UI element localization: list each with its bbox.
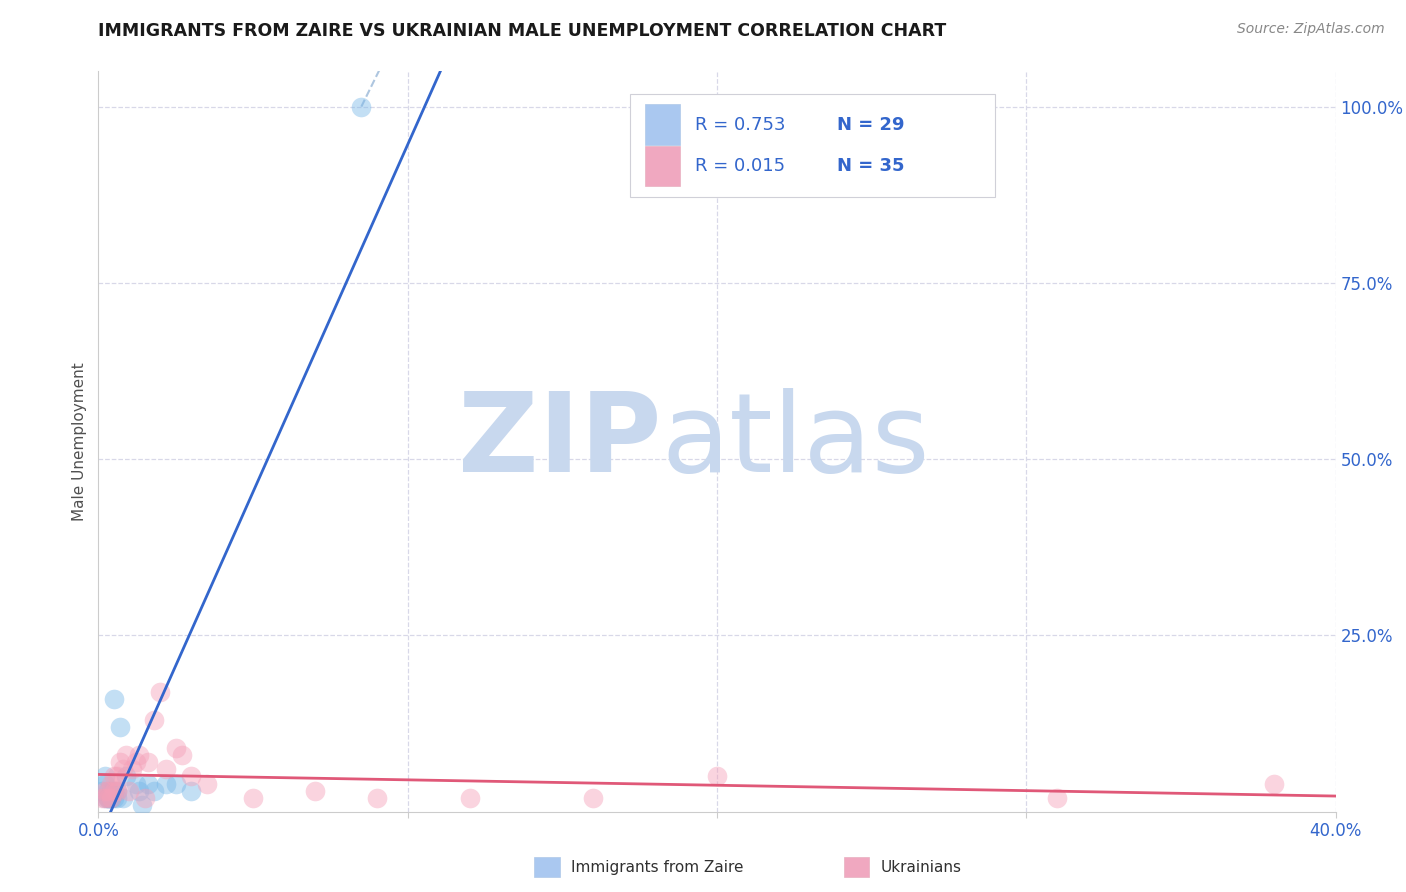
Point (93, 769, 115, 783)
Point (115, 748, 138, 763)
Point (180, 783, 202, 797)
FancyBboxPatch shape (645, 145, 681, 186)
Point (112, 790, 135, 805)
Point (124, 776, 146, 790)
Text: ZIP: ZIP (458, 388, 661, 495)
Point (242, 790, 264, 805)
Y-axis label: Male Unemployment: Male Unemployment (72, 362, 87, 521)
Point (121, 763, 143, 777)
Point (100, 790, 122, 805)
Point (103, 783, 125, 797)
Point (100, 790, 122, 805)
Point (118, 783, 141, 797)
Point (165, 741, 187, 756)
Point (143, 713, 166, 727)
Point (304, 783, 326, 797)
Text: N = 29: N = 29 (837, 116, 904, 134)
Point (90, 783, 112, 797)
Text: Source: ZipAtlas.com: Source: ZipAtlas.com (1237, 22, 1385, 37)
Point (97, 790, 120, 805)
Point (97, 790, 120, 805)
Point (90, 790, 112, 805)
Point (97, 783, 120, 797)
Text: Ukrainians: Ukrainians (880, 860, 962, 874)
FancyBboxPatch shape (630, 94, 995, 197)
Text: Immigrants from Zaire: Immigrants from Zaire (571, 860, 744, 874)
Point (366, 790, 388, 805)
Point (115, 769, 138, 783)
Point (165, 776, 187, 790)
Point (124, 756, 146, 770)
Point (97, 790, 120, 805)
Point (134, 790, 156, 805)
Point (100, 776, 122, 790)
Point (180, 769, 202, 783)
Point (93, 776, 115, 790)
Point (458, 790, 481, 805)
Text: atlas: atlas (661, 388, 929, 495)
Point (143, 783, 166, 797)
Point (97, 783, 120, 797)
Point (1263, 776, 1285, 790)
Point (105, 790, 128, 805)
Point (103, 783, 125, 797)
Point (108, 720, 131, 734)
Point (155, 763, 177, 777)
Point (103, 692, 125, 706)
Point (136, 776, 159, 790)
Point (100, 783, 122, 797)
Point (103, 769, 125, 783)
Point (582, 790, 605, 805)
Text: IMMIGRANTS FROM ZAIRE VS UKRAINIAN MALE UNEMPLOYMENT CORRELATION CHART: IMMIGRANTS FROM ZAIRE VS UKRAINIAN MALE … (98, 22, 946, 40)
Point (93, 790, 115, 805)
Point (105, 783, 128, 797)
Point (97, 790, 120, 805)
Point (112, 763, 135, 777)
Point (93, 783, 115, 797)
Point (350, 100, 373, 114)
Point (131, 797, 153, 812)
Point (105, 783, 128, 797)
Point (128, 783, 150, 797)
Point (100, 790, 122, 805)
Point (170, 748, 193, 763)
Point (128, 748, 150, 763)
Point (1046, 790, 1069, 805)
FancyBboxPatch shape (645, 104, 681, 145)
Point (93, 790, 115, 805)
Point (105, 769, 128, 783)
Point (155, 776, 177, 790)
Point (108, 756, 131, 770)
Point (100, 790, 122, 805)
Text: N = 35: N = 35 (837, 157, 904, 175)
Point (103, 790, 125, 805)
Point (195, 776, 218, 790)
Point (149, 685, 172, 699)
Point (706, 769, 728, 783)
Text: R = 0.753: R = 0.753 (695, 116, 786, 134)
Text: R = 0.015: R = 0.015 (695, 157, 785, 175)
Point (136, 756, 159, 770)
